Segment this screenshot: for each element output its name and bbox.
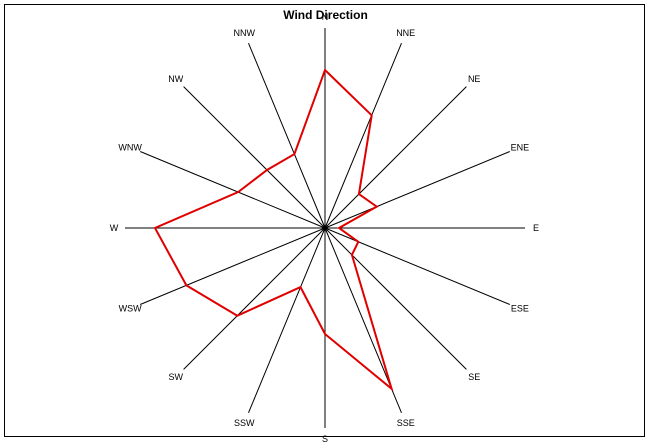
wind-series-polygon [153, 68, 394, 392]
direction-label-sw: SW [169, 372, 184, 382]
direction-label-ese: ESE [511, 304, 529, 314]
direction-label-nw: NW [168, 74, 183, 84]
direction-label-s: S [322, 434, 328, 443]
spoke-sw [183, 227, 326, 370]
direction-labels: N NNE NE ENE E ESE SE SSE S SSW SW WSW W WNW NW NNW [110, 12, 539, 443]
spoke-nw [183, 86, 326, 229]
spoke-nnw [248, 43, 326, 229]
spoke-se [324, 227, 467, 370]
direction-label-wsw: WSW [119, 304, 142, 314]
chart-title: Wind Direction [283, 8, 368, 22]
direction-label-sse: SSE [397, 418, 415, 428]
direction-label-se: SE [468, 372, 480, 382]
spoke-ne [324, 86, 467, 229]
direction-label-nnw: NNW [234, 28, 256, 38]
direction-spokes [125, 28, 525, 428]
direction-label-wnw: WNW [118, 142, 142, 152]
spoke-ene [324, 151, 510, 229]
direction-label-ne: NE [468, 74, 481, 84]
direction-label-nne: NNE [396, 28, 415, 38]
spoke-wsw [140, 227, 326, 305]
direction-label-ssw: SSW [234, 418, 255, 428]
spoke-nne [324, 43, 402, 229]
spoke-ssw [248, 227, 326, 413]
direction-label-ene: ENE [511, 142, 530, 152]
direction-label-n: N [322, 12, 329, 22]
direction-label-w: W [110, 223, 119, 233]
direction-label-e: E [533, 223, 539, 233]
spoke-wnw [140, 151, 326, 229]
spoke-ese [324, 227, 510, 305]
